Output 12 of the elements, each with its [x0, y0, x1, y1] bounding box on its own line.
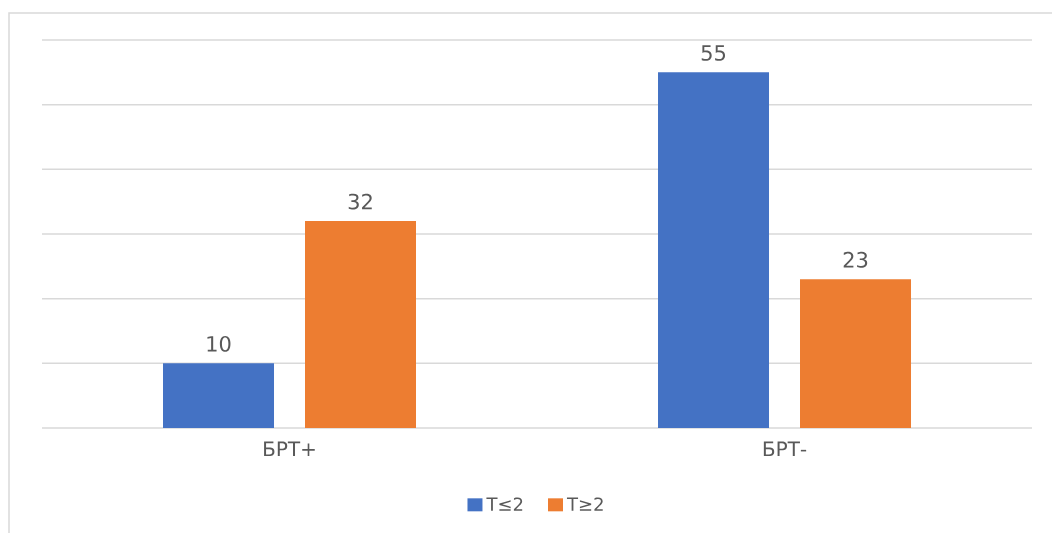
data-label: 10	[207, 335, 231, 352]
bar	[800, 279, 912, 428]
bar	[658, 72, 770, 428]
x-tick-label: БРТ-	[763, 441, 807, 457]
data-label: 23	[843, 251, 868, 268]
legend-label: T≤2	[486, 497, 523, 511]
data-label: 55	[701, 45, 726, 61]
x-tick-label: БРТ+	[264, 441, 315, 457]
bar	[305, 221, 416, 428]
data-label: 32	[348, 193, 372, 210]
bar	[163, 363, 274, 428]
legend-label: T≥2	[566, 497, 603, 511]
